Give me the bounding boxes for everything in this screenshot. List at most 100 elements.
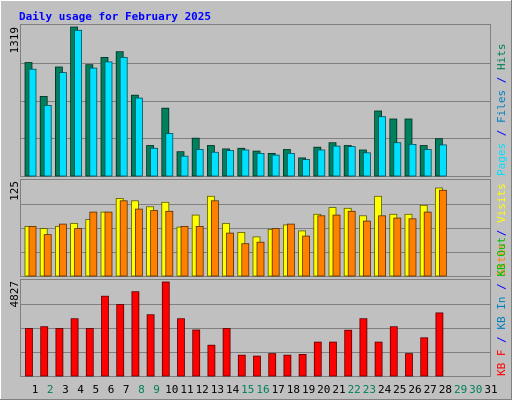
kb-f-bar [253,355,261,377]
sites-bar [59,223,67,277]
day-label: 1 [32,383,39,396]
day-label: 6 [108,383,115,396]
files-bar [271,154,280,177]
files-bar [119,57,128,177]
files-bar [195,149,204,177]
sites-bar [74,228,82,277]
files-bar [150,147,159,177]
files-bar [28,68,37,177]
files-bar [317,149,326,177]
sites-bar [150,210,159,277]
legend-separator: / [495,330,508,350]
kb-f-bar [55,328,64,377]
sites-bar [134,208,143,277]
panel-middle-frame [20,179,491,277]
legend-separator: / [495,223,508,243]
sites-bar [43,234,52,277]
files-bar [43,105,52,177]
panel-top-frame [20,24,491,177]
files-bar [408,143,417,177]
sites-bar [241,243,250,277]
day-label: 17 [272,383,285,396]
day-label: 23 [363,383,376,396]
day-label: 7 [123,383,130,396]
sites-bar [271,228,280,277]
files-bar [423,149,432,177]
sites-bar [317,215,326,277]
sites-bar [210,200,219,277]
day-label: 21 [332,383,345,396]
files-bar [210,151,219,177]
bars [24,26,447,377]
sites-legend-label: Sites [495,243,508,276]
kb-f-bar [359,318,368,377]
sites-bar [332,214,341,277]
kb-f-bar [298,353,307,377]
kb-f-bar [222,328,231,377]
day-label: 9 [153,383,160,396]
sites-bar [423,211,432,277]
day-label: 22 [348,383,361,396]
files-bar [438,144,447,177]
day-label: 5 [92,383,99,396]
kb-f-bar [131,291,140,377]
day-label: 4 [77,383,84,396]
sites-bar [180,225,189,277]
kb-f-bar [268,353,277,377]
files-bar [362,152,371,177]
sites-bar [347,210,356,277]
sites-bar [165,210,174,277]
day-label: 28 [439,383,452,396]
day-label: 15 [241,383,254,396]
hits-legend-label: Hits [495,44,508,71]
files-bar [104,61,113,177]
kb-f-bar [40,326,49,377]
day-label: 8 [138,383,145,396]
files-bar [89,67,98,177]
files-bar [393,142,402,177]
day-label: 24 [378,383,392,396]
kb-f-bar [116,304,125,377]
day-label: 30 [469,383,482,396]
kb-f-bar [420,337,429,377]
day-label: 20 [317,383,330,396]
kb-f-bar [101,295,109,377]
day-label: 13 [211,383,224,396]
sites-bar [195,225,204,277]
kb-f-legend-label: KB F [495,350,508,377]
files-bar [378,116,387,177]
kb-f-bar [389,326,398,377]
day-label: 29 [454,383,467,396]
kb-f-bar [237,354,246,377]
files-bar [165,133,174,177]
sites-bar [104,211,113,277]
sites-bar [438,189,447,277]
kb-f-bar [435,312,444,377]
kb-f-bar [25,328,33,377]
day-label: 19 [302,383,315,396]
bottom-panel-series-label: KB F / KB In / KB Out [495,237,508,376]
kb-in-legend-label: KB In [495,297,508,330]
middle-panel-max-label: 125 [8,181,21,201]
files-bar [59,72,67,177]
kb-f-bar [177,318,185,377]
pages-legend-label: Pages [495,143,508,176]
day-label: 11 [180,383,193,396]
kb-f-bar [85,328,94,377]
sites-bar [286,223,295,277]
day-label: 10 [165,383,178,396]
kb-f-bar [146,314,155,377]
day-label: 26 [408,383,421,396]
sites-bar [408,218,417,277]
files-bar [332,145,341,177]
day-label: 16 [256,383,269,396]
kb-out-legend-label: KB Out [495,237,508,277]
sites-bar [119,200,128,277]
kb-f-bar [192,329,201,377]
kb-f-bar [161,281,170,377]
top-panel-max-label: 1319 [8,27,21,54]
files-legend-label: Files [495,90,508,123]
day-label: 31 [484,383,497,396]
files-bar [256,152,265,177]
